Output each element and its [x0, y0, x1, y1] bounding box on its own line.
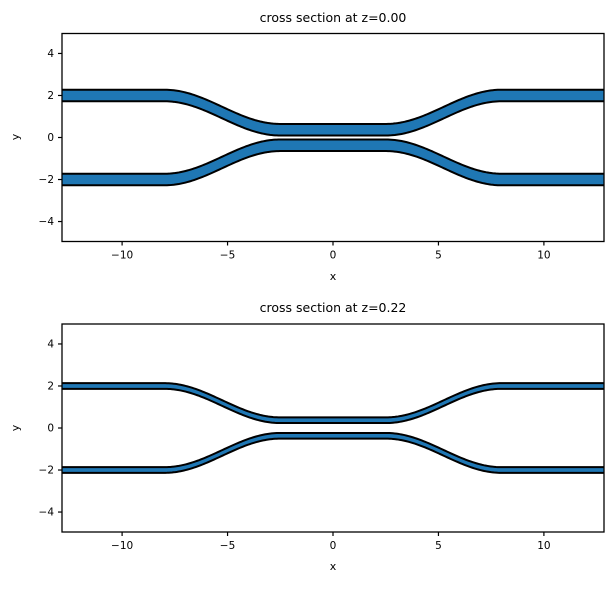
subplot1-ylabel: y [9, 133, 22, 141]
y-tick-label: 2 [47, 380, 54, 392]
x-tick-label: 0 [330, 250, 337, 262]
y-tick-label: −4 [39, 507, 55, 519]
x-tick-label: −10 [111, 540, 133, 552]
x-tick-label: −5 [220, 540, 235, 552]
subplot1-title: cross section at z=0.00 [259, 10, 407, 25]
y-tick-label: 2 [47, 90, 54, 102]
bottom-waveguide-polygon [62, 138, 604, 187]
x-tick-label: −10 [111, 250, 133, 262]
subplot-2: −10 −5 0 5 10 4 2 0 −2 −4 [39, 323, 605, 552]
x-tick-label: 5 [435, 250, 442, 262]
x-tick-label: 5 [435, 540, 442, 552]
y-tick-label: −2 [39, 174, 54, 186]
y-tick-label: 4 [47, 48, 54, 60]
axes-box [61, 323, 605, 533]
subplot2-title: cross section at z=0.22 [259, 300, 407, 315]
subplot-1: −10 −5 0 5 10 4 2 0 −2 −4 [39, 32, 605, 262]
y-tick-label: 0 [47, 423, 54, 435]
top-waveguide-polygon [62, 382, 604, 425]
y-tick-label: 0 [47, 132, 54, 144]
axes-box [61, 32, 605, 243]
bottom-waveguide-polygon [62, 431, 604, 474]
x-tick-label: 0 [330, 540, 337, 552]
subplot2-ylabel: y [9, 424, 22, 432]
y-tick-label: −4 [39, 216, 55, 228]
x-tick-label: 10 [537, 250, 550, 262]
top-waveguide-polygon [62, 88, 604, 137]
x-tick-label: 10 [537, 540, 550, 552]
subplot1-xlabel: x [329, 270, 337, 283]
x-tick-label: −5 [220, 250, 235, 262]
y-tick-label: 4 [47, 338, 54, 350]
subplot2-xlabel: x [329, 560, 337, 573]
y-tick-label: −2 [39, 465, 54, 477]
